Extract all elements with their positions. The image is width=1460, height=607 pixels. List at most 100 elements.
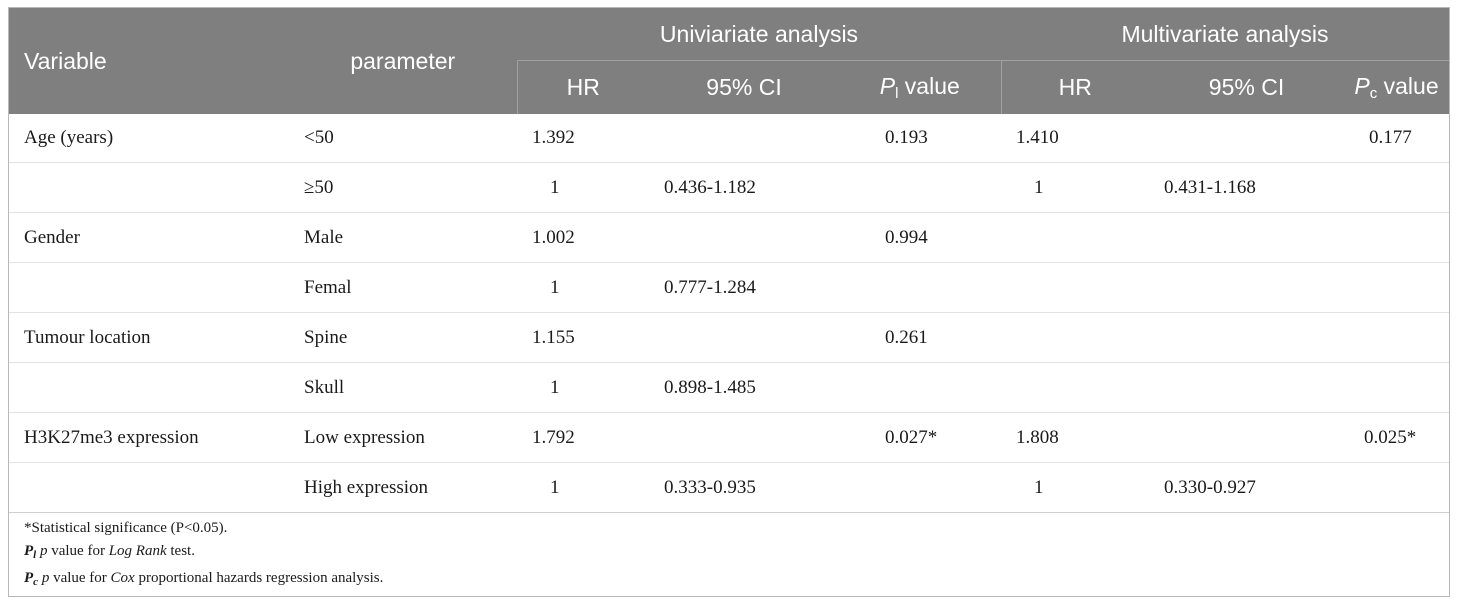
footnote-significance: *Statistical significance (P<0.05).	[24, 520, 228, 536]
table-row: Skull 1 0.898-1.485	[9, 362, 1449, 413]
pl-value-label: value	[898, 73, 960, 99]
cell-parameter: <50	[289, 114, 517, 163]
cell-m-ci: 0.431-1.168	[1149, 162, 1344, 213]
cell-variable: H3K27me3 expression	[9, 412, 289, 463]
cell-parameter: Spine	[289, 312, 517, 363]
table-row: High expression 1 0.333-0.935 1 0.330-0.…	[9, 462, 1449, 513]
cell-u-hr: 1.792	[517, 412, 649, 463]
cell-m-ci	[1149, 412, 1344, 463]
cell-m-p	[1344, 212, 1449, 263]
pl-symbol: P	[879, 73, 896, 99]
cell-m-ci	[1149, 362, 1344, 413]
results-table: Variable parameter Univiariate analysis …	[9, 8, 1449, 513]
cell-m-p	[1344, 462, 1449, 513]
footnote-pc-text: value for	[49, 570, 111, 586]
cell-u-p	[839, 262, 1001, 313]
cell-m-p	[1344, 262, 1449, 313]
cell-variable	[9, 262, 289, 313]
cell-u-hr: 1.392	[517, 114, 649, 163]
table-row: Gender Male 1.002 0.994	[9, 212, 1449, 263]
cell-u-p	[839, 462, 1001, 513]
cell-m-hr: 1	[1001, 462, 1149, 513]
footnote-pc-test: Cox	[110, 570, 135, 586]
cell-variable	[9, 162, 289, 213]
footnote-pc-label: Pc	[24, 570, 39, 588]
footnote-pc: Pc p value for Cox proportional hazards …	[24, 567, 383, 594]
cell-u-ci: 0.777-1.284	[649, 262, 839, 313]
table-row: ≥50 1 0.436-1.182 1 0.431-1.168	[9, 162, 1449, 213]
cell-u-ci: 0.333-0.935	[649, 462, 839, 513]
cell-u-p: 0.994	[839, 212, 1001, 263]
cell-u-ci	[649, 312, 839, 363]
cell-parameter: Femal	[289, 262, 517, 313]
header-variable: Variable	[9, 8, 289, 114]
cell-m-p: 0.025*	[1344, 412, 1449, 463]
table-row: Femal 1 0.777-1.284	[9, 262, 1449, 313]
cell-u-ci	[649, 114, 839, 163]
cell-variable	[9, 362, 289, 413]
table-row: Age (years) <50 1.392 0.193 1.410 0.177	[9, 114, 1449, 163]
cell-m-p	[1344, 312, 1449, 363]
pc-symbol: P	[1354, 73, 1370, 99]
cell-m-p	[1344, 162, 1449, 213]
header-multivariate-ci: 95% CI	[1149, 60, 1344, 114]
cell-parameter: High expression	[289, 462, 517, 513]
cell-parameter: Male	[289, 212, 517, 263]
footnote-pl-end: test.	[166, 543, 195, 559]
header-multivariate: Multivariate analysis	[1001, 8, 1449, 61]
cell-u-hr: 1	[517, 362, 649, 413]
cell-m-ci	[1149, 212, 1344, 263]
cell-u-p	[839, 162, 1001, 213]
cell-u-p: 0.027*	[839, 412, 1001, 463]
cell-m-hr: 1	[1001, 162, 1149, 213]
cell-u-hr: 1	[517, 462, 649, 513]
cell-u-hr: 1.155	[517, 312, 649, 363]
header-univariate-p: Pl value	[839, 60, 1001, 114]
cell-u-ci: 0.898-1.485	[649, 362, 839, 413]
footnote-pc-p: p	[38, 570, 50, 586]
cell-u-p: 0.261	[839, 312, 1001, 363]
footnote-pc-end: proportional hazards regression analysis…	[134, 570, 384, 586]
table-row: H3K27me3 expression Low expression 1.792…	[9, 412, 1449, 463]
table-frame: Variable parameter Univiariate analysis …	[8, 7, 1450, 597]
cell-m-hr: 1.808	[1001, 412, 1149, 463]
header-multivariate-hr: HR	[1000, 60, 1149, 114]
cell-u-hr: 1	[517, 162, 649, 213]
cell-m-p: 0.177	[1344, 114, 1449, 163]
cell-u-hr: 1.002	[517, 212, 649, 263]
footnote-pl: Pl p value for Log Rank test.	[24, 540, 383, 567]
pc-subscript: c	[1369, 85, 1378, 102]
cell-m-hr	[1001, 312, 1149, 363]
cell-m-hr	[1001, 362, 1149, 413]
footnote-pl-test: Log Rank	[108, 543, 167, 559]
cell-variable: Tumour location	[9, 312, 289, 363]
cell-u-hr: 1	[517, 262, 649, 313]
cell-m-ci	[1149, 262, 1344, 313]
cell-variable	[9, 462, 289, 513]
cell-variable: Age (years)	[9, 114, 289, 163]
pl-subscript: l	[895, 85, 899, 102]
cell-m-ci: 0.330-0.927	[1149, 462, 1344, 513]
cell-u-ci: 0.436-1.182	[649, 162, 839, 213]
pc-value-label: value	[1377, 73, 1439, 99]
cell-m-hr: 1.410	[1001, 114, 1149, 163]
cell-m-hr	[1001, 262, 1149, 313]
header-univariate-ci: 95% CI	[649, 60, 839, 114]
table-row: Tumour location Spine 1.155 0.261	[9, 312, 1449, 363]
header-multivariate-p: Pc value	[1344, 60, 1449, 114]
cell-m-ci	[1149, 312, 1344, 363]
cell-u-ci	[649, 212, 839, 263]
footnote-pl-label: Pl	[24, 543, 37, 561]
header-univariate: Univiariate analysis	[517, 8, 1001, 61]
footnote-pl-text: value for	[47, 543, 109, 559]
cell-parameter: Skull	[289, 362, 517, 413]
cell-u-p: 0.193	[839, 114, 1001, 163]
cell-variable: Gender	[9, 212, 289, 263]
cell-u-ci	[649, 412, 839, 463]
cell-parameter: ≥50	[289, 162, 517, 213]
cell-u-p	[839, 362, 1001, 413]
header-parameter: parameter	[289, 8, 517, 114]
footnote-pl-p: p	[36, 543, 48, 559]
cell-m-ci	[1149, 114, 1344, 163]
table-footnotes: *Statistical significance (P<0.05). Pl p…	[24, 517, 383, 594]
